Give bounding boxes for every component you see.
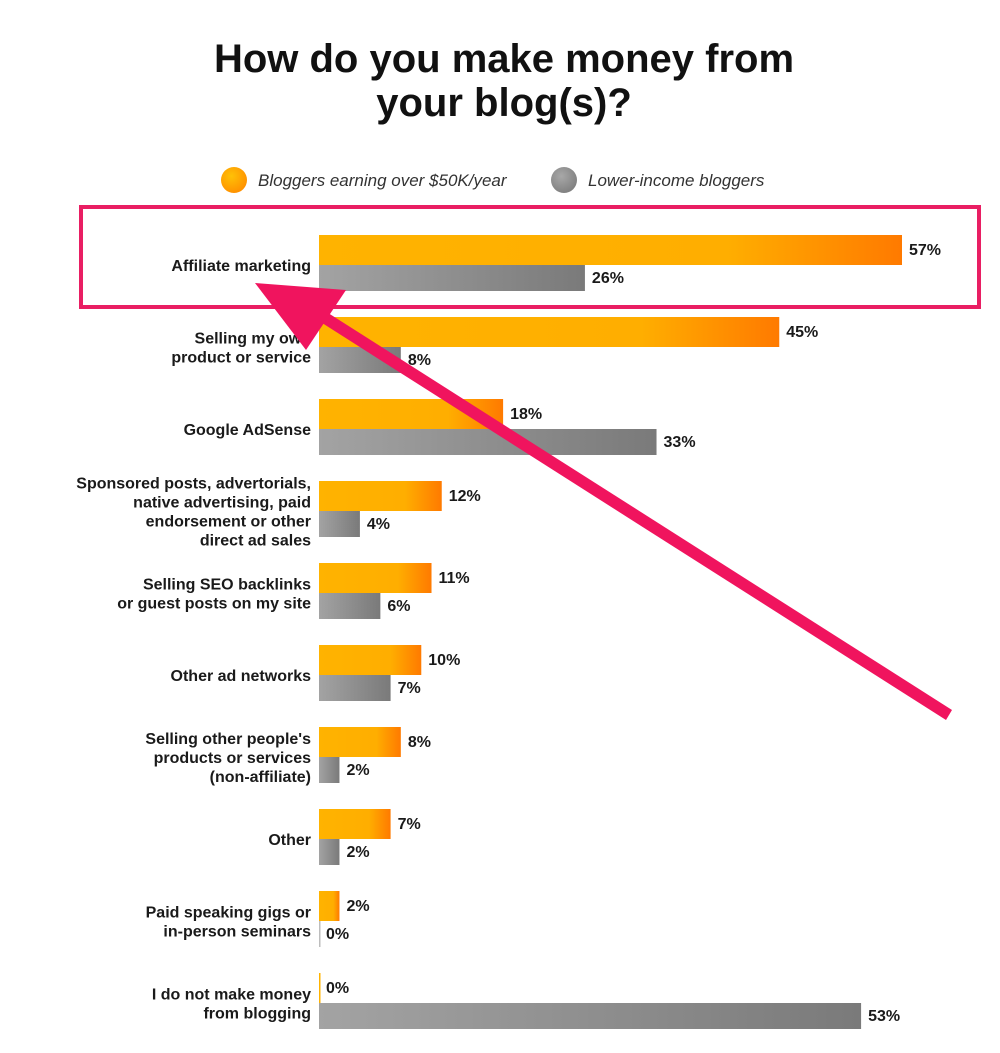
category-label: or guest posts on my site: [117, 596, 311, 613]
category-label: (non-affiliate): [210, 769, 311, 786]
category-label: endorsement or other: [146, 514, 311, 531]
bar-high-income: [319, 481, 442, 511]
legend-label-high-income: Bloggers earning over $50K/year: [258, 171, 508, 190]
bar-lower-income: [319, 511, 360, 537]
bar-lower-income: [319, 429, 657, 455]
bar-lower-income: [319, 757, 340, 783]
value-label-lower-income: 2%: [346, 762, 369, 779]
category-label: direct ad sales: [200, 533, 311, 550]
value-label-lower-income: 53%: [868, 1008, 900, 1025]
bar-lower-income: [319, 839, 340, 865]
highlight-arrow: [255, 283, 952, 720]
bar-lower-income: [319, 675, 391, 701]
bars-layer: 57% 26% Affiliate marketing 45% 8% Selling my…: [76, 235, 941, 1029]
category-label: in-person seminars: [163, 924, 311, 941]
bar-lower-income: [319, 921, 321, 947]
value-label-high-income: 12%: [449, 488, 481, 505]
value-label-lower-income: 7%: [398, 680, 421, 697]
legend-swatch-high-income: [221, 167, 247, 193]
category-label: Paid speaking gigs or: [146, 905, 311, 922]
category-label: Selling other people's: [145, 731, 311, 748]
category-label: from blogging: [203, 1006, 311, 1023]
value-label-lower-income: 26%: [592, 270, 624, 287]
value-label-lower-income: 6%: [387, 598, 410, 615]
category-label: I do not make money: [152, 987, 311, 1004]
bar-lower-income: [319, 265, 585, 291]
value-label-high-income: 11%: [439, 570, 470, 587]
value-label-high-income: 10%: [428, 652, 460, 669]
value-label-high-income: 7%: [398, 816, 421, 833]
bar-lower-income: [319, 1003, 862, 1029]
highlight-arrow-head: [255, 283, 346, 350]
value-label-lower-income: 2%: [346, 844, 369, 861]
value-label-high-income: 0%: [326, 980, 349, 997]
bar-high-income: [319, 891, 340, 921]
value-label-high-income: 45%: [786, 324, 818, 341]
highlight-box: [79, 205, 981, 309]
value-label-high-income: 8%: [408, 734, 431, 751]
highlight-arrow-shaft: [308, 304, 952, 720]
category-label: native advertising, paid: [133, 495, 311, 512]
value-label-high-income: 18%: [510, 406, 542, 423]
value-label-high-income: 2%: [346, 898, 369, 915]
bar-high-income: [319, 809, 391, 839]
category-label: Affiliate marketing: [171, 258, 311, 275]
category-label: Selling SEO backlinks: [143, 577, 311, 594]
category-label: Google AdSense: [184, 422, 312, 439]
legend: Bloggers earning over $50K/year Lower-in…: [221, 167, 765, 193]
legend-label-lower-income: Lower-income bloggers: [588, 171, 765, 190]
bar-high-income: [319, 727, 401, 757]
bar-high-income: [319, 973, 321, 1003]
bar-high-income: [319, 317, 780, 347]
category-label: Other ad networks: [171, 668, 312, 685]
category-label: Selling my own: [195, 331, 311, 348]
category-label: Sponsored posts, advertorials,: [76, 476, 311, 493]
value-label-lower-income: 33%: [664, 434, 696, 451]
bar-high-income: [319, 235, 902, 265]
category-label: product or service: [171, 350, 311, 367]
chart-title-line-1: How do you make money from: [214, 37, 794, 81]
value-label-lower-income: 4%: [367, 516, 390, 533]
legend-swatch-lower-income: [551, 167, 577, 193]
bar-high-income: [319, 645, 422, 675]
bar-high-income: [319, 563, 432, 593]
value-label-lower-income: 0%: [326, 926, 349, 943]
value-label-high-income: 57%: [909, 242, 941, 259]
category-label: products or services: [154, 750, 312, 767]
chart-title-line-2: your blog(s)?: [376, 81, 632, 125]
bar-lower-income: [319, 593, 381, 619]
value-label-lower-income: 8%: [408, 352, 431, 369]
category-label: Other: [268, 832, 311, 849]
